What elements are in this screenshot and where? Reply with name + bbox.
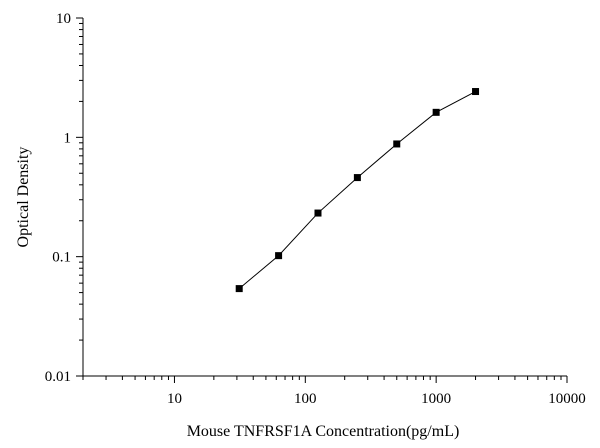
x-axis-tick-labels: 10 100 1000 10000	[167, 391, 586, 407]
data-point	[275, 252, 283, 260]
y-tick-label: 0.1	[52, 250, 71, 266]
x-tick-label: 1000	[421, 391, 451, 407]
y-tick-label: 10	[56, 11, 71, 27]
y-axis-ticks	[76, 17, 83, 377]
data-point	[314, 209, 322, 217]
y-tick-label: 0.01	[45, 369, 71, 385]
y-axis-tick-labels: 0.01 0.1 1 10	[45, 11, 71, 385]
x-axis-ticks	[82, 376, 568, 383]
y-tick-label: 1	[64, 130, 72, 146]
y-axis-title: Optical Density	[15, 147, 32, 248]
x-tick-label: 10	[167, 391, 182, 407]
x-tick-label: 10000	[548, 391, 586, 407]
data-point	[432, 108, 440, 116]
data-point	[235, 285, 243, 293]
x-tick-label: 100	[294, 391, 317, 407]
data-point	[353, 174, 361, 182]
x-axis-title: Mouse TNFRSF1A Concentration(pg/mL)	[187, 423, 460, 440]
series-line	[238, 91, 476, 289]
marker-layer	[235, 88, 480, 293]
series-layer	[238, 91, 476, 289]
data-point	[472, 88, 480, 96]
data-point	[393, 140, 401, 148]
plot-frame	[82, 18, 567, 377]
